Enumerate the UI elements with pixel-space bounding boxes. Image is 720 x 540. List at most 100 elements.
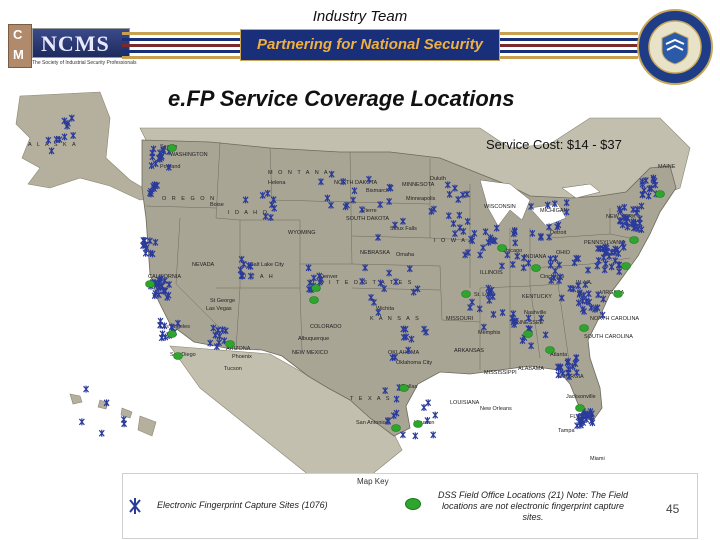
label-duluth: Duluth xyxy=(430,176,446,182)
label-wyoming: WYOMING xyxy=(288,230,316,236)
label-st-george: St George xyxy=(210,298,235,304)
label-miami: Miami xyxy=(590,456,605,462)
label-boise: Boise xyxy=(210,202,224,208)
capture-site-marker xyxy=(520,254,527,262)
label-mississippi: MISSISSIPPI xyxy=(484,370,517,376)
capture-site-marker xyxy=(161,287,168,295)
capture-site-marker xyxy=(150,145,157,153)
capture-site-marker xyxy=(142,249,149,257)
capture-site-marker-icon xyxy=(129,498,141,514)
capture-site-marker xyxy=(146,189,153,197)
capture-site-marker xyxy=(555,364,562,372)
capture-site-marker xyxy=(493,224,500,232)
capture-site-marker xyxy=(445,212,452,220)
capture-site-marker xyxy=(359,277,366,285)
capture-site-marker xyxy=(362,264,369,272)
label-portland: Portland xyxy=(160,164,181,170)
label-cincinnati: Cincinnati xyxy=(540,274,564,280)
label-arkansas: ARKANSAS xyxy=(454,348,484,354)
label-texas: T E X A S xyxy=(350,396,391,402)
label-sioux-falls: Sioux Falls xyxy=(390,226,417,232)
map-key: Map Key Electronic Fingerprint Capture S… xyxy=(122,473,698,539)
capture-site-marker xyxy=(498,262,505,270)
label-kentucky: KENTUCKY xyxy=(522,294,552,300)
capture-site-marker xyxy=(652,181,659,189)
field-offices-label: DSS Field Office Locations (21) Note: Th… xyxy=(437,490,629,522)
capture-site-marker xyxy=(406,265,413,273)
capture-site-marker xyxy=(431,205,437,213)
field-office-dot xyxy=(167,330,177,338)
capture-site-marker xyxy=(264,189,271,197)
capture-site-marker xyxy=(585,266,591,274)
capture-site-marker xyxy=(382,387,389,395)
capture-site-marker xyxy=(547,255,554,263)
capture-site-marker xyxy=(514,252,521,260)
capture-site-marker xyxy=(525,314,532,322)
coverage-map xyxy=(15,91,691,476)
capture-site-marker xyxy=(552,267,559,275)
capture-site-marker xyxy=(259,191,266,199)
capture-site-marker xyxy=(480,244,487,252)
capture-site-marker xyxy=(573,354,580,362)
label-las-vegas: Las Vegas xyxy=(206,306,232,312)
field-office-dot xyxy=(575,404,585,412)
field-office-dot xyxy=(545,346,555,354)
capture-sites-label: Electronic Fingerprint Capture Sites (10… xyxy=(157,500,328,510)
capture-site-marker xyxy=(612,245,619,253)
label-iowa: I O W A xyxy=(434,238,467,244)
capture-site-marker xyxy=(146,237,153,245)
capture-site-marker xyxy=(499,309,506,317)
capture-site-marker xyxy=(575,299,582,307)
partnering-banner: Partnering for National Security xyxy=(240,29,500,61)
capture-site-marker xyxy=(624,223,631,231)
capture-site-marker xyxy=(399,431,406,439)
capture-site-marker xyxy=(487,234,494,242)
capture-site-marker xyxy=(482,228,489,236)
capture-site-marker xyxy=(490,310,497,318)
capture-site-marker xyxy=(386,269,393,277)
label-los-angeles: Los Angeles xyxy=(160,324,190,330)
label-phoenix: Phoenix xyxy=(232,354,252,360)
capture-site-marker xyxy=(240,260,247,268)
capture-site-marker xyxy=(157,317,164,325)
capture-site-marker xyxy=(387,184,394,192)
capture-site-marker xyxy=(565,369,572,377)
capture-site-marker xyxy=(572,360,579,368)
field-office-dot xyxy=(399,384,409,392)
capture-site-marker xyxy=(588,304,595,312)
label-tampa: Tampa xyxy=(558,428,575,434)
capture-site-marker xyxy=(152,289,159,297)
label-kansas: K A N S A S xyxy=(370,316,421,322)
field-office-dot xyxy=(579,324,589,332)
capture-site-marker xyxy=(489,293,496,301)
capture-site-marker xyxy=(480,323,487,331)
label-wisconsin: WISCONSIN xyxy=(484,204,516,210)
cm-letter-m: M xyxy=(13,47,24,62)
capture-site-marker xyxy=(616,268,623,276)
capture-site-marker xyxy=(608,263,615,271)
field-office-dot xyxy=(531,264,541,272)
capture-site-marker xyxy=(511,321,518,329)
capture-site-marker xyxy=(368,293,374,301)
capture-site-marker xyxy=(78,418,85,426)
label-helena: Helena xyxy=(268,180,286,186)
field-office-dot xyxy=(613,290,623,298)
capture-site-marker xyxy=(645,192,652,200)
capture-site-marker xyxy=(213,343,220,351)
capture-site-marker xyxy=(61,133,68,141)
capture-site-marker xyxy=(400,333,407,341)
capture-site-marker xyxy=(160,147,167,155)
ncms-plate: NCMS xyxy=(32,28,130,58)
capture-site-marker xyxy=(207,339,214,347)
capture-site-marker xyxy=(599,311,606,319)
mexico-landmass xyxy=(169,345,403,476)
capture-site-marker xyxy=(477,251,484,259)
capture-site-marker xyxy=(152,160,159,168)
label-illinois: ILLINOIS xyxy=(480,270,503,276)
capture-site-marker xyxy=(53,135,60,143)
label-san-diego: San Diego xyxy=(170,352,196,358)
capture-site-marker xyxy=(542,331,549,339)
capture-site-marker xyxy=(392,278,399,286)
capture-site-marker xyxy=(557,273,564,281)
capture-site-marker xyxy=(410,288,417,296)
